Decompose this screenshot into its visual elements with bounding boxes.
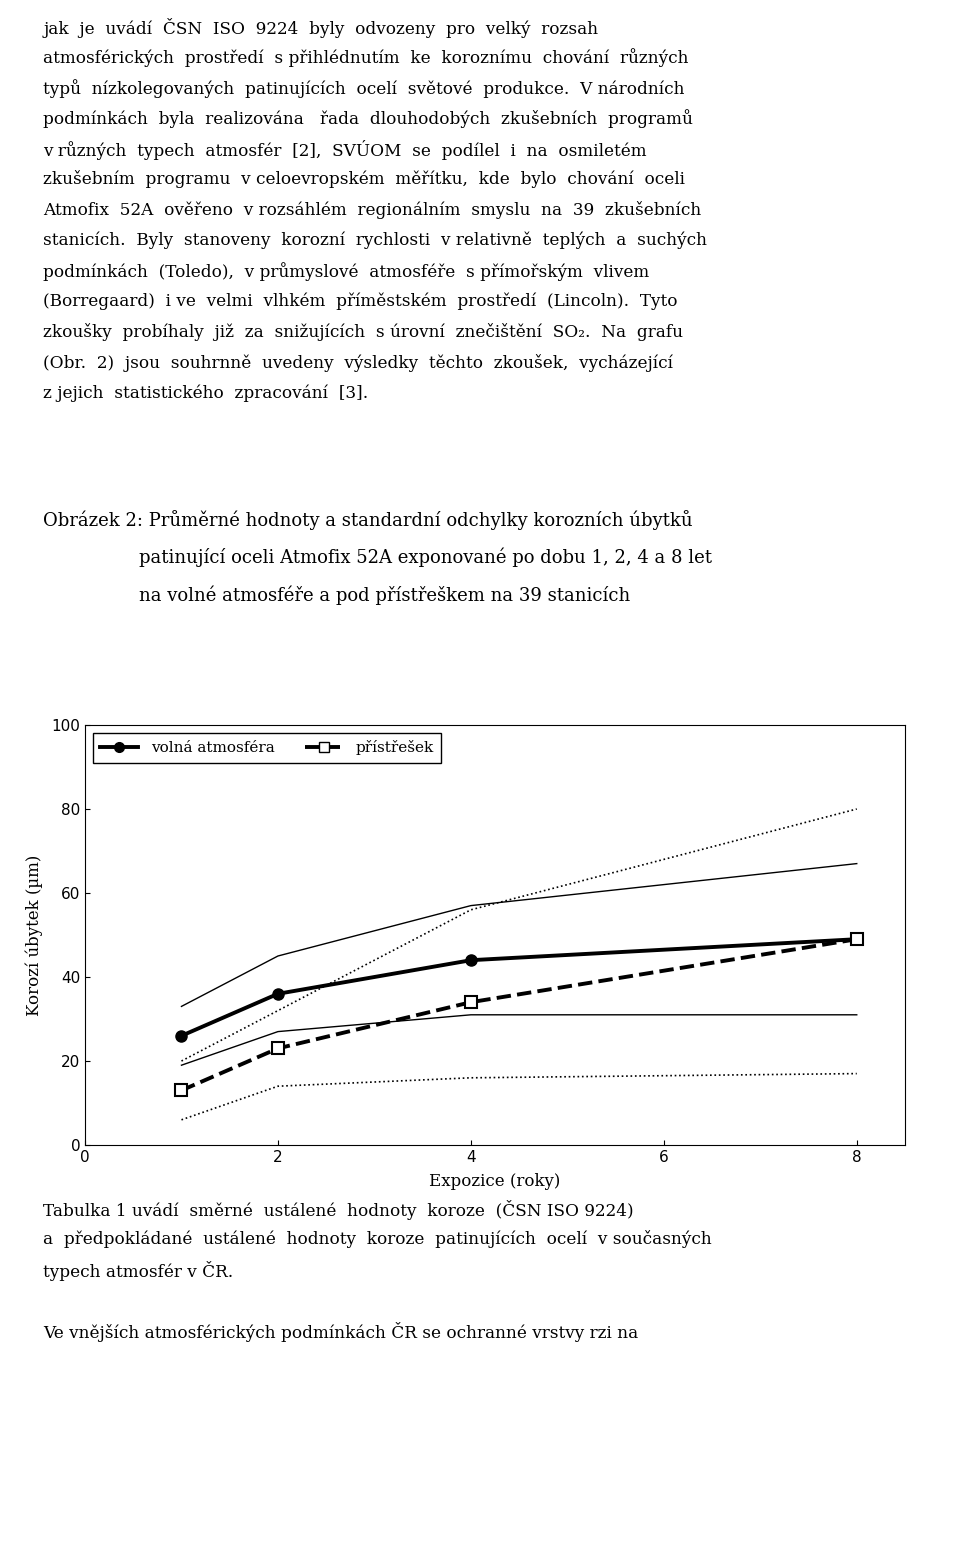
Text: na volné atmosféře a pod přístřeškem na 39 stanicích: na volné atmosféře a pod přístřeškem na … <box>139 586 631 606</box>
Text: zkušebním  programu  v celoevropském  měřítku,  kde  bylo  chování  oceli: zkušebním programu v celoevropském měřít… <box>43 171 685 188</box>
Text: typů  nízkolegovaných  patinujících  ocelí  světové  produkce.  V národních: typů nízkolegovaných patinujících ocelí … <box>43 79 684 99</box>
Text: v různých  typech  atmosfér  [2],  SVÚOM  se  podílel  i  na  osmiletém: v různých typech atmosfér [2], SVÚOM se … <box>43 140 647 160</box>
Text: patinující oceli Atmofix 52A exponované po dobu 1, 2, 4 a 8 let: patinující oceli Atmofix 52A exponované … <box>139 549 712 567</box>
Text: z jejich  statistického  zpracování  [3].: z jejich statistického zpracování [3]. <box>43 384 369 402</box>
Legend: volná atmosféra, přístřešek: volná atmosféra, přístřešek <box>92 732 442 763</box>
Text: stanicích.  Byly  stanoveny  korozní  rychlosti  v relativně  teplých  a  suchýc: stanicích. Byly stanoveny korozní rychlo… <box>43 231 708 250</box>
Text: Atmofix  52A  ověřeno  v rozsáhlém  regionálním  smyslu  na  39  zkušebních: Atmofix 52A ověřeno v rozsáhlém regionál… <box>43 200 702 219</box>
Text: Obrázek 2: Průměrné hodnoty a standardní odchylky korozních úbytků: Obrázek 2: Průměrné hodnoty a standardní… <box>43 510 693 530</box>
Text: a  předpokládané  ustálené  hodnoty  koroze  patinujících  ocelí  v současných: a předpokládané ustálené hodnoty koroze … <box>43 1231 712 1248</box>
Text: podmínkách  byla  realizována   řada  dlouhodobých  zkušebních  programů: podmínkách byla realizována řada dlouhod… <box>43 109 693 128</box>
Text: typech atmosfér v ČR.: typech atmosfér v ČR. <box>43 1261 233 1281</box>
Text: jak  je  uvádí  ČSN  ISO  9224  byly  odvozeny  pro  velký  rozsah: jak je uvádí ČSN ISO 9224 byly odvozeny … <box>43 18 598 39</box>
Text: Tabulka 1 uvádí  směrné  ustálené  hodnoty  koroze  (ČSN ISO 9224): Tabulka 1 uvádí směrné ustálené hodnoty … <box>43 1200 634 1220</box>
Text: zkoušky  probíhaly  již  za  snižujících  s úrovní  znečištění  SO₂.  Na  grafu: zkoušky probíhaly již za snižujících s ú… <box>43 324 684 341</box>
Text: Ve vnějších atmosférických podmínkách ČR se ochranné vrstvy rzi na: Ve vnějších atmosférických podmínkách ČR… <box>43 1322 638 1342</box>
Y-axis label: Korozí úbytek (µm): Korozí úbytek (µm) <box>25 854 43 1016</box>
X-axis label: Expozice (roky): Expozice (roky) <box>429 1173 561 1190</box>
Text: podmínkách  (Toledo),  v průmyslové  atmosféře  s přímořským  vlivem: podmínkách (Toledo), v průmyslové atmosf… <box>43 262 650 280</box>
Text: (Borregaard)  i ve  velmi  vlhkém  příměstském  prostředí  (Lincoln).  Tyto: (Borregaard) i ve velmi vlhkém příměstsk… <box>43 293 678 310</box>
Text: (Obr.  2)  jsou  souhrnně  uvedeny  výsledky  těchto  zkoušek,  vycházející: (Obr. 2) jsou souhrnně uvedeny výsledky … <box>43 353 673 371</box>
Text: atmosférických  prostředí  s přihlédnutím  ke  koroznímu  chování  různých: atmosférických prostředí s přihlédnutím … <box>43 48 688 68</box>
